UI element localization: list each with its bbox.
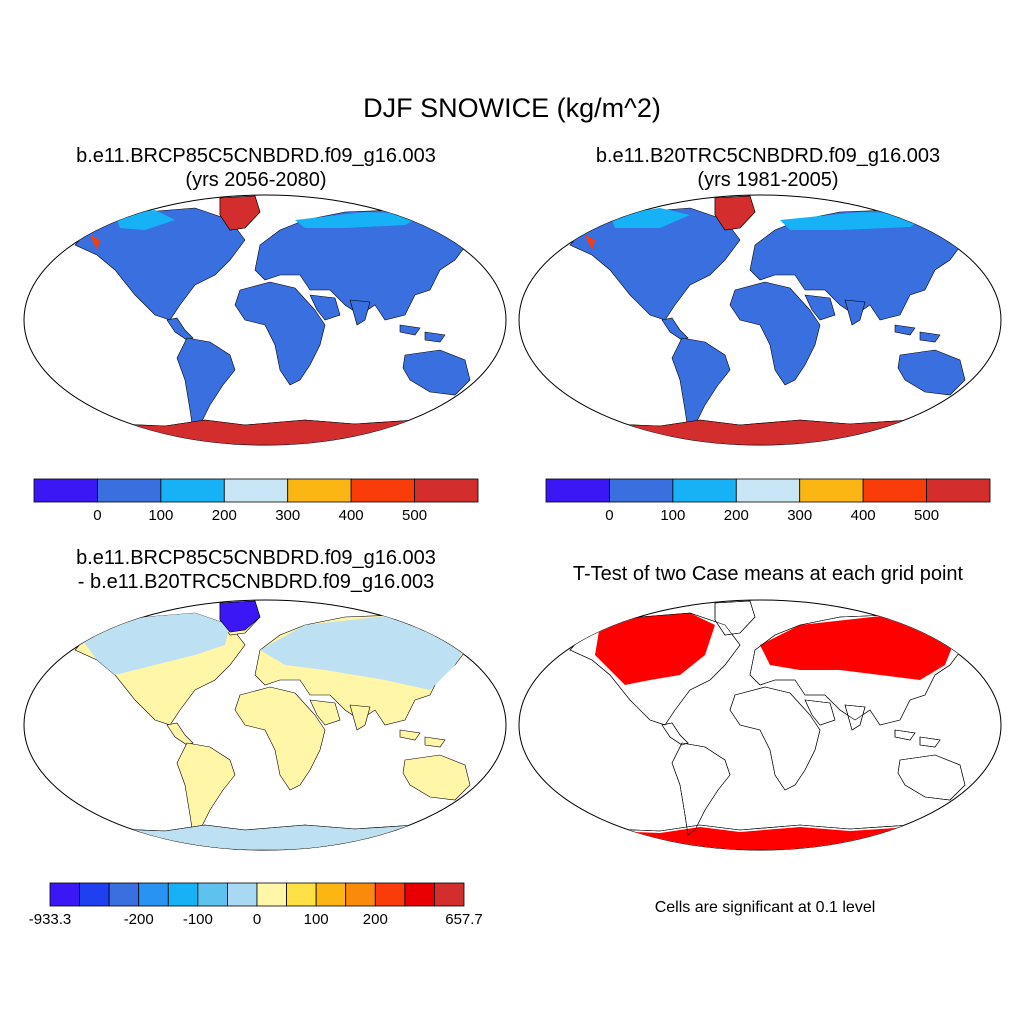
colorbar-swatch (49, 882, 80, 907)
colorbar-tick-label: 0 (93, 507, 102, 524)
colorbar-swatch (350, 478, 415, 503)
colorbar-swatch (315, 882, 347, 907)
colorbar-swatch (223, 478, 289, 503)
colorbar-difference (49, 882, 465, 907)
colorbar-swatch (735, 478, 801, 503)
map-ttest (518, 599, 1002, 851)
colorbar-tick-label: -200 (123, 911, 154, 928)
colorbar-tick-label: 657.7 (445, 911, 483, 928)
significance-note: Cells are significant at 0.1 level (654, 899, 876, 916)
colorbar-tick-label: 400 (850, 507, 876, 524)
colorbar-swatch (33, 478, 98, 503)
colorbar-swatch (926, 478, 991, 503)
colorbar-swatch (609, 478, 674, 503)
colorbar-tick-label: 500 (402, 507, 428, 524)
colorbar-case (33, 478, 479, 503)
colorbar-swatch (138, 882, 169, 907)
colorbar-swatch (414, 478, 479, 503)
colorbar-control (545, 478, 991, 503)
panel-ttest-title: T-Test of two Case means at each grid po… (572, 563, 964, 585)
colorbar-tick-label: 100 (303, 911, 329, 928)
colorbar-swatch (799, 478, 864, 503)
figure-title: DJF SNOWICE (kg/m^2) (363, 93, 661, 123)
panel-control-title: b.e11.B20TRC5CNBDRD.f09_g16.003 (yrs 198… (512, 144, 1024, 192)
map-case (23, 194, 507, 446)
colorbar-swatch (672, 478, 737, 503)
colorbar-tick-label: 200 (362, 911, 388, 928)
panel-case-title-line1: b.e11.BRCP85C5CNBDRD.f09_g16.003 (76, 145, 436, 167)
colorbar-swatch (545, 478, 610, 503)
panel-diff-title: b.e11.BRCP85C5CNBDRD.f09_g16.003 - b.e11… (0, 546, 512, 594)
panel-case-title-line2: (yrs 2056-2080) (185, 169, 327, 191)
colorbar-tick-label: 100 (148, 507, 174, 524)
colorbar-tick-label: 300 (275, 507, 301, 524)
colorbar-tick-label: -933.3 (28, 911, 72, 928)
panel-control-title-line2: (yrs 1981-2005) (697, 169, 839, 191)
colorbar-swatch (167, 882, 199, 907)
map-difference (23, 599, 507, 851)
colorbar-tick-label: 0 (605, 507, 614, 524)
colorbar-swatch (404, 882, 435, 907)
panel-control-title-line1: b.e11.B20TRC5CNBDRD.f09_g16.003 (595, 145, 941, 167)
colorbar-swatch (434, 882, 465, 907)
colorbar-swatch (256, 882, 287, 907)
colorbar-swatch (374, 882, 406, 907)
colorbar-swatch (108, 882, 140, 907)
colorbar-tick-label: 300 (787, 507, 813, 524)
panel-diff-title-line1: b.e11.BRCP85C5CNBDRD.f09_g16.003 (76, 547, 436, 569)
colorbar-tick-label: 100 (660, 507, 686, 524)
colorbar-swatch (160, 478, 225, 503)
colorbar-tick-label: 200 (211, 507, 237, 524)
colorbar-tick-label: 400 (338, 507, 364, 524)
colorbar-swatch (97, 478, 162, 503)
panel-diff-title-line2: - b.e11.B20TRC5CNBDRD.f09_g16.003 (77, 571, 435, 593)
colorbar-swatch (287, 478, 352, 503)
colorbar-swatch (197, 882, 228, 907)
colorbar-swatch (227, 882, 258, 907)
colorbar-swatch (862, 478, 927, 503)
colorbar-swatch (286, 882, 317, 907)
colorbar-swatch (345, 882, 376, 907)
map-control (518, 194, 1002, 446)
colorbar-tick-label: 500 (914, 507, 940, 524)
panel-case-title: b.e11.BRCP85C5CNBDRD.f09_g16.003 (yrs 20… (0, 144, 512, 192)
colorbar-tick-label: -100 (182, 911, 213, 928)
colorbar-swatch (79, 882, 110, 907)
colorbar-tick-label: 200 (723, 507, 749, 524)
colorbar-tick-label: 0 (252, 911, 262, 928)
